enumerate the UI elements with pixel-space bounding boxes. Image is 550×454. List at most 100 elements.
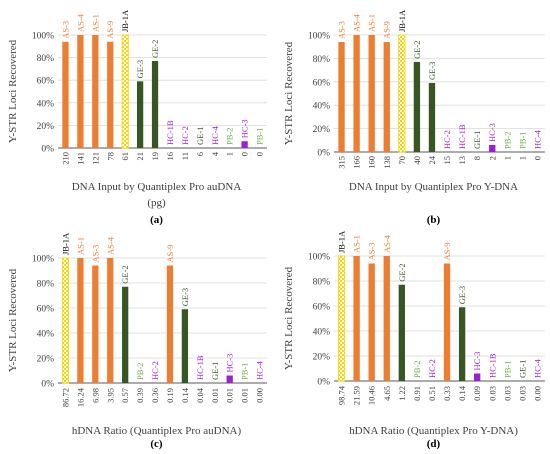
- y-tick-label: 0%: [317, 149, 330, 159]
- x-tick-label: 0.36: [150, 388, 160, 403]
- bar: [92, 35, 99, 148]
- chart-panel-d: 0% 20% 40% 60% 80% 100% Y-STR Loci Recovered JB…: [283, 230, 545, 450]
- panel-label: (d): [427, 438, 441, 450]
- x-tick-label: 16.24: [75, 387, 85, 407]
- y-tick-label: 60%: [313, 303, 331, 313]
- bar-category-label: HC-3: [472, 352, 482, 371]
- bar-category-label: AS-4: [75, 13, 85, 32]
- bar-category-label: HC-2: [427, 359, 437, 378]
- x-tick-label: 21: [135, 152, 145, 161]
- x-tick-label: 8: [472, 156, 482, 160]
- bar-category-label: GE-2: [150, 40, 160, 58]
- bar: [474, 373, 481, 381]
- chart-panel-c: 0% 20% 40% 60% 80% 100% Y-STR Loci Recovered JB…: [7, 232, 267, 450]
- x-tick-label: 11: [180, 152, 190, 160]
- bar-category-label: AS-3: [90, 245, 100, 263]
- bar-category-label: PB-2: [412, 361, 422, 378]
- x-tick-label: 78: [105, 152, 115, 161]
- bar-category-label: PB-2: [135, 363, 145, 380]
- x-axis-title: hDNA Ratio (Quantiplex Pro Y-DNA): [349, 425, 518, 437]
- bar: [166, 265, 174, 383]
- bar-category-label: GE-1: [472, 131, 482, 149]
- bar: [398, 284, 405, 381]
- bar: [61, 257, 69, 384]
- x-tick-label: 86.72: [60, 388, 70, 407]
- bar-category-label: HC-3: [487, 123, 497, 142]
- bar: [107, 41, 114, 148]
- bar-category-label: AS-1: [352, 235, 362, 253]
- y-tick-label: 80%: [313, 278, 331, 288]
- y-tick-label: 100%: [32, 255, 54, 265]
- y-tick-label: 100%: [308, 32, 330, 42]
- x-tick-label: 0: [532, 156, 542, 160]
- bar-category-label: AS-1: [90, 14, 100, 32]
- y-tick-label: 40%: [37, 99, 55, 109]
- x-tick-label: 0.91: [412, 386, 422, 401]
- x-axis-title-line: DNA Input by Quantiplex Pro auDNA: [72, 181, 242, 193]
- bar-category-label: AS-4: [382, 234, 392, 253]
- y-tick-label: 60%: [313, 78, 331, 88]
- bar-category-label: GE-1: [210, 362, 220, 380]
- bar-category-label: PB-2: [502, 132, 512, 149]
- x-axis-title: hDNA Ratio (Quantiplex Pro auDNA): [72, 425, 242, 437]
- x-tick-label: 0.00: [532, 386, 542, 401]
- bar-category-label: AS-4: [105, 236, 115, 255]
- bar-category-label: HC-4: [532, 358, 542, 378]
- x-tick-label: 138: [382, 156, 392, 169]
- x-tick-label: 141: [75, 152, 85, 165]
- x-tick-label: 121: [90, 152, 100, 165]
- bar-category-label: GE-1: [517, 360, 527, 378]
- x-tick-label: 70: [397, 156, 407, 165]
- bar-category-label: GE-2: [397, 263, 407, 281]
- bar-category-label: GE-3: [180, 288, 190, 306]
- y-tick-label: 0%: [41, 145, 54, 155]
- bar-category-label: AS-1: [367, 14, 377, 32]
- x-tick-label: 6.98: [90, 388, 100, 403]
- bar: [383, 42, 390, 152]
- x-tick-label: 0.01: [240, 388, 250, 403]
- x-tick-label: 16: [165, 152, 175, 161]
- y-axis-title: Y-STR Loci Recovered: [283, 266, 295, 370]
- bar: [338, 42, 345, 152]
- x-axis-title-line: (pg): [147, 197, 166, 209]
- x-tick-label: 4.65: [382, 386, 392, 401]
- y-tick-label: 80%: [37, 280, 55, 290]
- bar-category-label: GE-2: [412, 40, 422, 58]
- y-tick-label: 40%: [313, 102, 331, 112]
- y-axis-title: Y-STR Loci Recovered: [283, 41, 295, 145]
- x-tick-label: 160: [367, 156, 377, 169]
- bar-category-label: PB-1: [240, 363, 250, 380]
- bar-category-label: GE-3: [427, 62, 437, 80]
- bar-category-label: AS-1: [75, 237, 85, 255]
- x-tick-label: 166: [352, 156, 362, 169]
- bar: [428, 82, 436, 152]
- panel-label: (b): [427, 214, 441, 226]
- x-tick-label: 4: [210, 151, 220, 156]
- x-tick-label: 1: [502, 156, 512, 160]
- x-tick-label: 315: [337, 156, 347, 169]
- x-tick-label: 6: [195, 152, 205, 156]
- x-tick-label: 0.03: [502, 386, 512, 401]
- x-tick-label: 1: [225, 152, 235, 156]
- bar: [181, 309, 189, 383]
- y-tick-label: 20%: [313, 353, 331, 363]
- y-tick-label: 0%: [41, 380, 54, 390]
- bar-category-label: HC-3: [240, 119, 250, 138]
- bar: [337, 255, 346, 382]
- bar: [458, 307, 466, 381]
- bar-category-label: GE-1: [195, 127, 205, 145]
- x-tick-label: 0.03: [517, 386, 527, 401]
- y-tick-label: 20%: [37, 355, 55, 365]
- bar-category-label: HC-1B: [487, 353, 497, 378]
- x-tick-label: 0.01: [225, 388, 235, 403]
- chart-panel-b: 0% 20% 40% 60% 80% 100% Y-STR Loci Recovered AS…: [283, 9, 545, 226]
- x-tick-label: 21.59: [352, 386, 362, 405]
- bar: [353, 35, 360, 152]
- y-tick-label: 40%: [313, 328, 331, 338]
- y-tick-label: 20%: [37, 122, 55, 132]
- x-tick-label: 0.00: [255, 388, 265, 403]
- x-tick-label: 0.51: [427, 386, 437, 401]
- bar: [368, 35, 375, 152]
- bar: [353, 256, 360, 381]
- bar-category-label: HC-4: [255, 360, 265, 380]
